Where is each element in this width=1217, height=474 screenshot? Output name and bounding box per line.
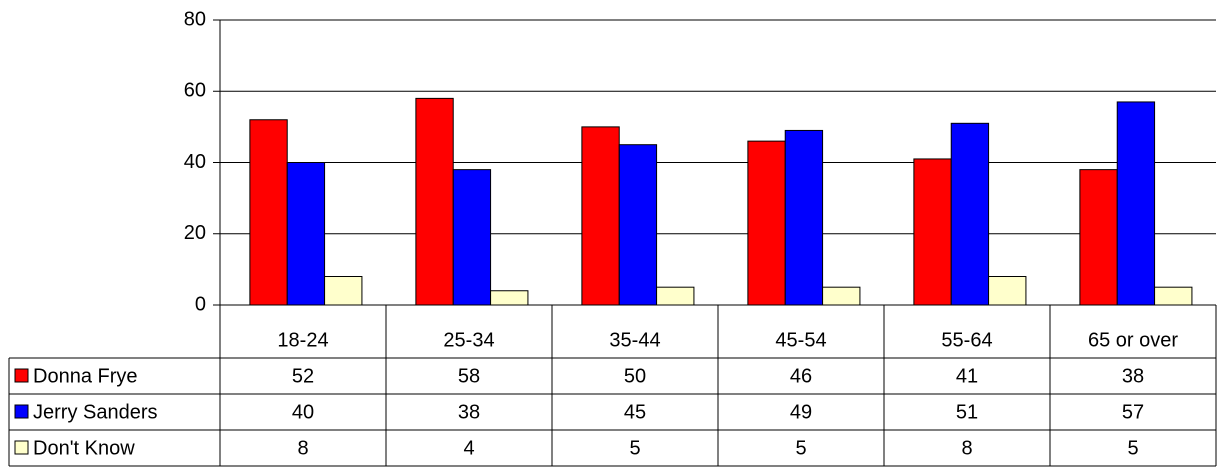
table-value: 57 xyxy=(1122,401,1144,423)
table-value: 49 xyxy=(790,401,812,423)
bar xyxy=(656,286,695,306)
x-tick-label: 35-44 xyxy=(609,329,660,351)
x-tick-label: 25-34 xyxy=(443,329,494,351)
legend-label: Jerry Sanders xyxy=(33,401,158,423)
y-tick-label: 20 xyxy=(184,222,206,244)
x-tick-label: 65 or over xyxy=(1088,329,1178,351)
legend-key xyxy=(14,404,29,419)
bar xyxy=(249,119,288,306)
legend-key xyxy=(14,440,29,455)
table-value: 38 xyxy=(1122,365,1144,387)
legend-key xyxy=(14,368,29,383)
bar xyxy=(415,97,454,306)
table-value: 58 xyxy=(458,365,480,387)
table-value: 5 xyxy=(795,437,806,459)
bar xyxy=(618,144,658,306)
bar xyxy=(1116,101,1156,306)
y-tick-label: 80 xyxy=(184,8,206,30)
table-value: 46 xyxy=(790,365,812,387)
bar xyxy=(747,140,786,306)
bar xyxy=(913,158,952,306)
table-value: 51 xyxy=(956,401,978,423)
bar xyxy=(784,129,824,306)
table-value: 4 xyxy=(463,437,474,459)
bar xyxy=(581,126,620,306)
bar xyxy=(490,290,529,306)
bar xyxy=(286,162,326,306)
bar xyxy=(1154,286,1193,306)
table-value: 45 xyxy=(624,401,646,423)
bar xyxy=(452,169,492,306)
bar xyxy=(822,286,861,306)
x-tick-label: 45-54 xyxy=(775,329,826,351)
y-tick-label: 0 xyxy=(195,293,206,315)
y-tick-label: 60 xyxy=(184,80,206,102)
legend-label: Don't Know xyxy=(33,437,135,459)
table-value: 5 xyxy=(629,437,640,459)
x-tick-label: 55-64 xyxy=(941,329,992,351)
bar xyxy=(950,122,990,306)
y-tick-label: 40 xyxy=(184,151,206,173)
table-value: 40 xyxy=(292,401,314,423)
table-value: 8 xyxy=(961,437,972,459)
table-value: 8 xyxy=(297,437,308,459)
bar xyxy=(988,276,1027,306)
table-value: 50 xyxy=(624,365,646,387)
table-value: 5 xyxy=(1127,437,1138,459)
bar xyxy=(324,276,363,306)
x-tick-label: 18-24 xyxy=(277,329,328,351)
table-value: 41 xyxy=(956,365,978,387)
table-value: 38 xyxy=(458,401,480,423)
legend-label: Donna Frye xyxy=(33,365,138,387)
bar xyxy=(1079,169,1118,306)
table-value: 52 xyxy=(292,365,314,387)
